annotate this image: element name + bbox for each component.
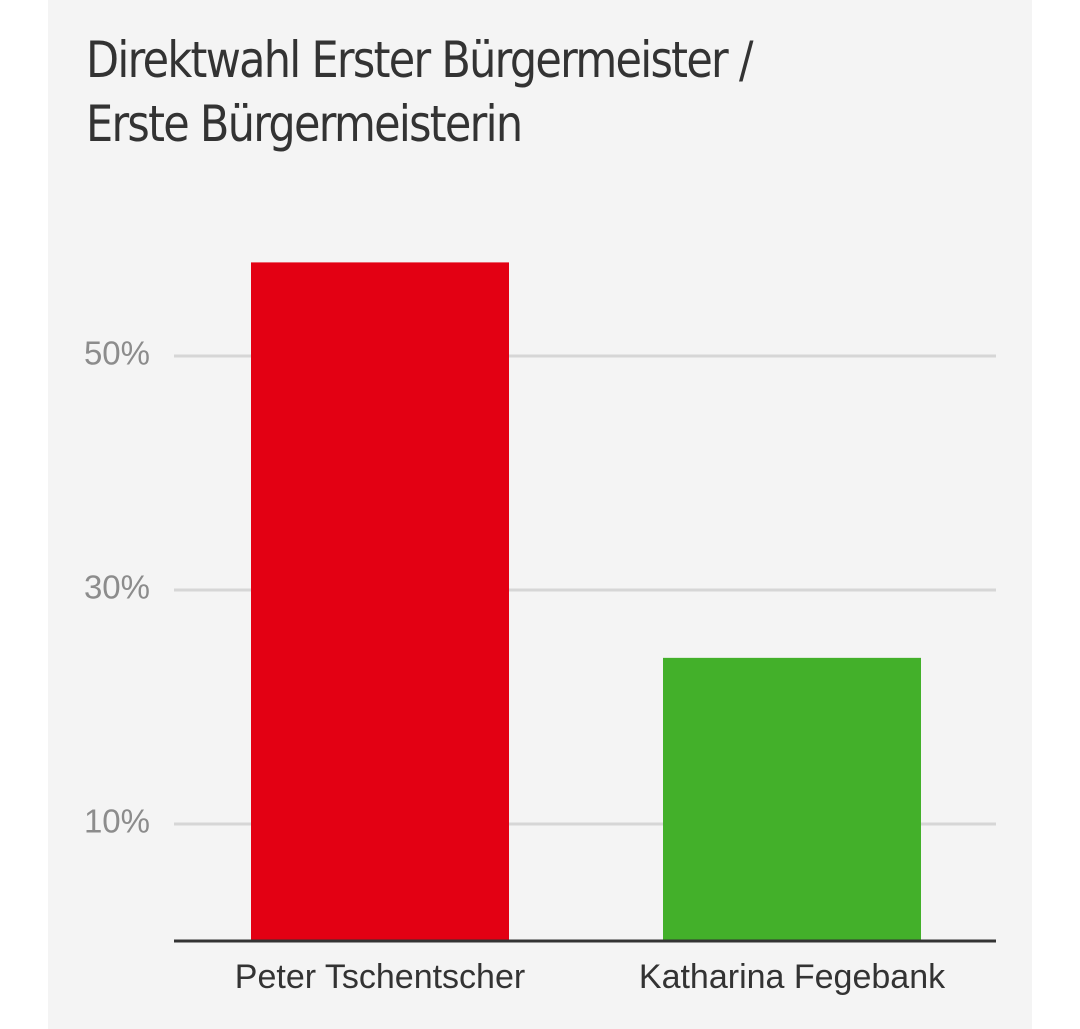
- chart-card: Direktwahl Erster Bürgermeister / Erste …: [48, 0, 1032, 1029]
- y-tick-labels: 10% 30% 50%: [84, 335, 150, 840]
- category-label: Peter Tschentscher: [235, 958, 525, 996]
- bars: [251, 262, 921, 941]
- bar: [663, 657, 921, 941]
- category-labels: Peter Tschentscher Katharina Fegebank: [235, 958, 946, 996]
- y-tick-label: 50%: [84, 335, 150, 372]
- chart-title: Direktwahl Erster Bürgermeister / Erste …: [86, 31, 753, 153]
- bar-chart: 10% 30% 50% Peter Tschentscher Katharina Fe…: [84, 262, 996, 996]
- y-tick-label: 10%: [84, 803, 150, 840]
- y-tick-label: 30%: [84, 569, 150, 606]
- category-label: Katharina Fegebank: [639, 958, 946, 996]
- bar: [251, 262, 509, 941]
